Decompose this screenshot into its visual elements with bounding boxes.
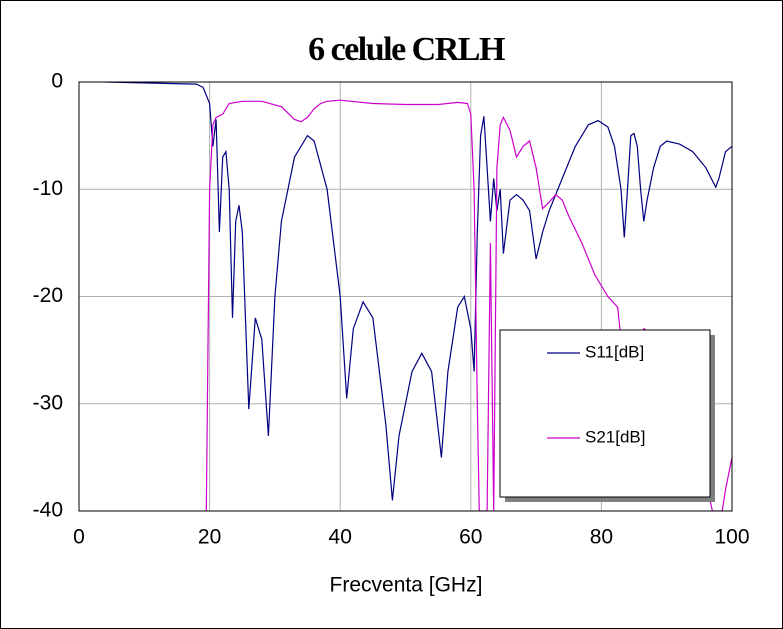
plot-border (78, 81, 733, 512)
y-tick-label: -30 (33, 391, 63, 414)
y-tick-label: -10 (33, 177, 63, 200)
x-tick-label: 100 (714, 526, 749, 549)
y-tick-label: -40 (33, 499, 63, 522)
x-tick-label: 80 (590, 526, 613, 549)
y-tick-label: -20 (33, 284, 63, 307)
x-tick-label: 20 (198, 526, 221, 549)
legend-label: S21[dB] (585, 427, 646, 446)
legend-label: S11[dB] (585, 342, 644, 361)
x-tick-label: 0 (73, 526, 85, 549)
y-tick-label: 0 (51, 70, 63, 93)
x-axis-label: Frecventa [GHz] (330, 574, 483, 597)
legend-box (499, 329, 711, 498)
x-tick-label: 40 (329, 526, 352, 549)
x-tick-label: 60 (459, 526, 482, 549)
chart-title: 6 celule CRLH (308, 31, 505, 68)
